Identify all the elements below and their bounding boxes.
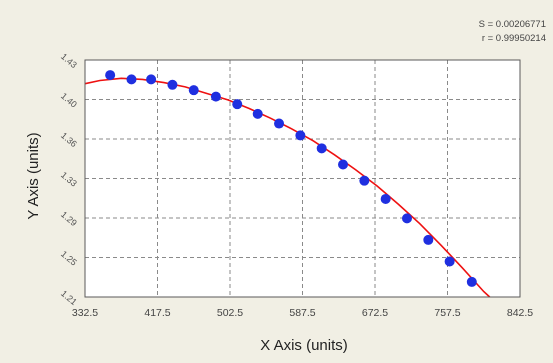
x-tick-label: 672.5: [362, 307, 388, 319]
data-point: [444, 256, 455, 267]
data-point: [105, 70, 116, 81]
data-point: [359, 175, 370, 186]
data-point: [401, 213, 412, 224]
plot-border: [84, 59, 521, 298]
data-point: [146, 74, 157, 85]
data-point: [274, 118, 285, 129]
data-point: [252, 108, 263, 119]
data-point: [188, 85, 199, 96]
data-point: [210, 91, 221, 102]
data-point: [316, 143, 327, 154]
data-point: [167, 79, 178, 90]
x-tick-labels: 332.5 417.5 502.5 587.5 672.5 757.5 842.5: [72, 307, 533, 319]
data-point: [380, 193, 391, 204]
x-tick-label: 587.5: [289, 307, 315, 319]
x-tick-label: 417.5: [144, 307, 170, 319]
data-point: [423, 234, 434, 245]
data-points: [105, 70, 477, 287]
data-point: [126, 74, 137, 85]
stat-s-value: S = 0.00206771: [479, 19, 546, 30]
stat-r-value: r = 0.99950214: [482, 33, 546, 44]
data-point: [466, 276, 477, 287]
x-axis-title: X Axis (units): [260, 337, 348, 354]
x-tick-label: 842.5: [507, 307, 533, 319]
y-axis-title: Y Axis (units): [25, 132, 42, 219]
data-point: [338, 159, 349, 170]
data-point: [295, 130, 306, 141]
x-tick-label: 332.5: [72, 307, 98, 319]
x-tick-label: 502.5: [217, 307, 243, 319]
x-tick-label: 757.5: [434, 307, 460, 319]
data-point: [232, 99, 243, 110]
